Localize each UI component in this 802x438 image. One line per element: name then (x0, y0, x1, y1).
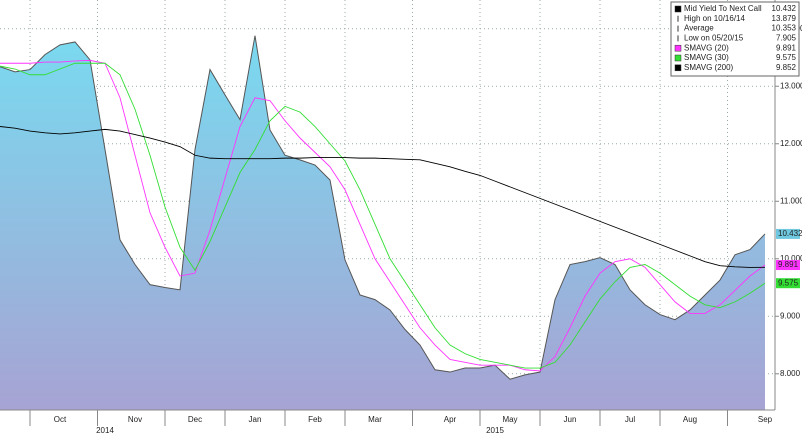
marks (0, 35, 766, 410)
x-tick-label: Mar (368, 415, 382, 424)
legend-swatch (674, 44, 682, 52)
x-tick-label: Feb (308, 415, 322, 424)
x-tick-label: Jun (564, 415, 577, 424)
line (0, 35, 766, 380)
last-value-label: 9.891 (778, 260, 799, 269)
legend: Mid Yield To Next Call 10.432 High on 10/1… (670, 1, 800, 77)
line (0, 62, 766, 369)
x-tick-label: May (502, 415, 517, 424)
x-tick-label: Nov (128, 415, 142, 424)
y-tick-label: 8.000 (780, 369, 801, 378)
legend-value: 10.432 (772, 4, 797, 13)
x-tick-label: Sep (758, 415, 773, 424)
y-tick-label: 12.000 (780, 139, 802, 148)
y-tick-label: 9.000 (780, 311, 801, 320)
x-tick-label: Aug (683, 415, 697, 424)
legend-label: Low on 05/20/15 (684, 34, 744, 43)
line (0, 59, 766, 372)
y-tick-label: 13.000 (780, 81, 802, 90)
legend-value: 13.879 (772, 14, 797, 23)
legend-value: 9.575 (776, 53, 797, 62)
x-tick-label: Apr (444, 415, 457, 424)
y-tick-label: 11.000 (780, 196, 802, 205)
x-group-label: 2015 (486, 426, 504, 435)
legend-value: 9.852 (776, 63, 797, 72)
last-value-tag (776, 260, 800, 271)
legend-label: Mid Yield To Next Call (684, 4, 762, 13)
area (0, 35, 765, 410)
legend-value: 9.891 (776, 43, 797, 52)
x-tick-label: Oct (54, 415, 67, 424)
legend-label: SMAVG (30) (684, 53, 729, 62)
last-value-tag (776, 228, 800, 239)
last-value-label: 9.575 (778, 278, 799, 287)
legend-label: Average (684, 24, 714, 33)
legend-box (670, 1, 800, 77)
x-tick-label: Jul (625, 415, 635, 424)
legend-label: SMAVG (200) (684, 63, 734, 72)
legend-swatch (674, 54, 682, 62)
x-group-label: 2014 (96, 426, 114, 435)
legend-swatch (674, 64, 682, 72)
x-tick-label: Jan (249, 415, 262, 424)
legend-label: High on 10/16/14 (684, 14, 745, 23)
legend-value: 7.905 (776, 34, 797, 43)
last-value-label: 10.432 (778, 229, 802, 238)
legend-label: SMAVG (20) (684, 43, 729, 52)
x-tick-label: Dec (188, 415, 202, 424)
line (0, 126, 766, 268)
legend-swatch (674, 5, 682, 13)
last-value-tag (776, 278, 800, 289)
y-tick-label: 10.000 (780, 254, 802, 263)
legend-value: 10.353 (772, 24, 797, 33)
